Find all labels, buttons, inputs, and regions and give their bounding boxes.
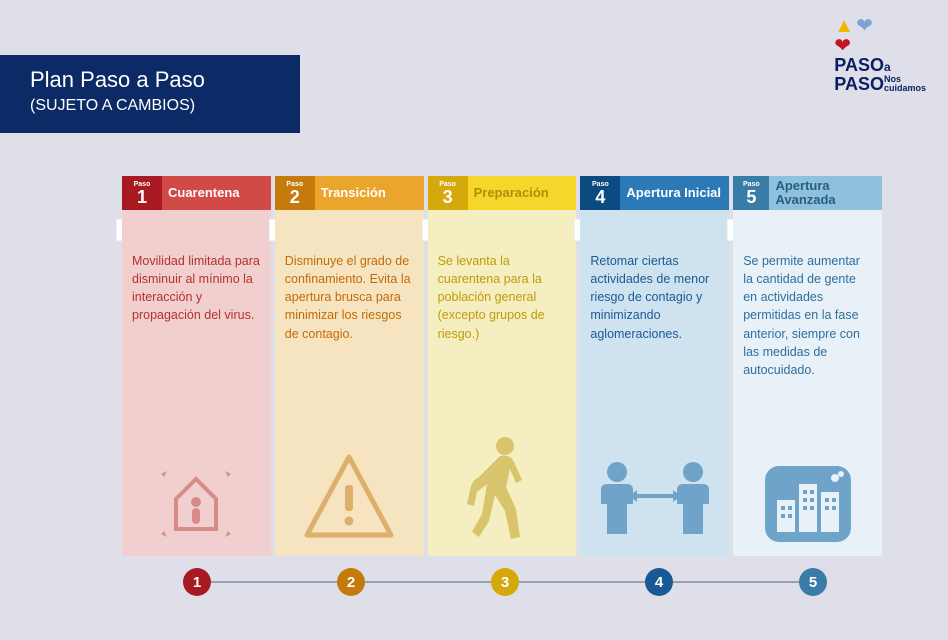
logo-text-1: PASOa bbox=[834, 55, 890, 75]
step-name: Apertura Avanzada bbox=[769, 179, 882, 208]
warning-triangle-icon bbox=[299, 449, 399, 544]
step-card-1: Paso 1 Cuarentena Descripción Movilidad … bbox=[122, 176, 271, 556]
city-buildings-icon bbox=[763, 464, 853, 544]
title-bar: Plan Paso a Paso (SUJETO A CAMBIOS) bbox=[0, 55, 300, 133]
step-card-3: Paso 3 Preparación Descripción Se levant… bbox=[428, 176, 577, 556]
logo-hearts-icon: ▲❤ ❤ bbox=[834, 16, 926, 56]
timeline: 1 2 3 4 5 bbox=[122, 562, 882, 602]
timeline-dot-4: 4 bbox=[645, 568, 673, 596]
step-name: Preparación bbox=[468, 186, 549, 200]
logo: ▲❤ ❤ PASOa PASONoscuidamos bbox=[834, 16, 926, 94]
step-card-2: Paso 2 Transición Descripción Disminuye … bbox=[275, 176, 424, 556]
step-description: Movilidad limitada para disminuir al mín… bbox=[132, 252, 261, 325]
step-body: Disminuye el grado de confinamiento. Evi… bbox=[275, 210, 424, 556]
social-distance-icon bbox=[595, 454, 715, 544]
step-card-5: Paso 5 Apertura Avanzada Descripción Se … bbox=[733, 176, 882, 556]
step-name: Cuarentena bbox=[162, 186, 240, 200]
step-header: Paso 2 Transición bbox=[275, 176, 424, 210]
page-subtitle: (SUJETO A CAMBIOS) bbox=[30, 97, 300, 115]
logo-text-2: PASO bbox=[834, 74, 884, 94]
step-description: Se permite aumentar la cantidad de gente… bbox=[743, 252, 872, 379]
page-title: Plan Paso a Paso bbox=[30, 67, 300, 93]
step-header: Paso 3 Preparación bbox=[428, 176, 577, 210]
step-description: Retomar ciertas actividades de menor rie… bbox=[590, 252, 719, 343]
step-header: Paso 5 Apertura Avanzada bbox=[733, 176, 882, 210]
step-description: Disminuye el grado de confinamiento. Evi… bbox=[285, 252, 414, 343]
step-body: Movilidad limitada para disminuir al mín… bbox=[122, 210, 271, 556]
step-number-box: Paso 2 bbox=[275, 176, 315, 210]
logo-subtext: Noscuidamos bbox=[884, 75, 926, 93]
step-name: Transición bbox=[315, 186, 386, 200]
step-number-box: Paso 1 bbox=[122, 176, 162, 210]
steps-container: Paso 1 Cuarentena Descripción Movilidad … bbox=[122, 176, 882, 556]
step-body: Se levanta la cuarentena para la poblaci… bbox=[428, 210, 577, 556]
step-card-4: Paso 4 Apertura Inicial Descripción Reto… bbox=[580, 176, 729, 556]
timeline-dot-5: 5 bbox=[799, 568, 827, 596]
house-person-icon bbox=[146, 444, 246, 544]
step-number-box: Paso 4 bbox=[580, 176, 620, 210]
walking-person-icon bbox=[467, 434, 537, 544]
step-header: Paso 4 Apertura Inicial bbox=[580, 176, 729, 210]
step-description: Se levanta la cuarentena para la poblaci… bbox=[438, 252, 567, 343]
timeline-dot-1: 1 bbox=[183, 568, 211, 596]
step-number-box: Paso 3 bbox=[428, 176, 468, 210]
step-number-box: Paso 5 bbox=[733, 176, 769, 210]
step-name: Apertura Inicial bbox=[620, 186, 721, 200]
step-body: Retomar ciertas actividades de menor rie… bbox=[580, 210, 729, 556]
step-header: Paso 1 Cuarentena bbox=[122, 176, 271, 210]
step-body: Se permite aumentar la cantidad de gente… bbox=[733, 210, 882, 556]
timeline-dot-2: 2 bbox=[337, 568, 365, 596]
timeline-dot-3: 3 bbox=[491, 568, 519, 596]
